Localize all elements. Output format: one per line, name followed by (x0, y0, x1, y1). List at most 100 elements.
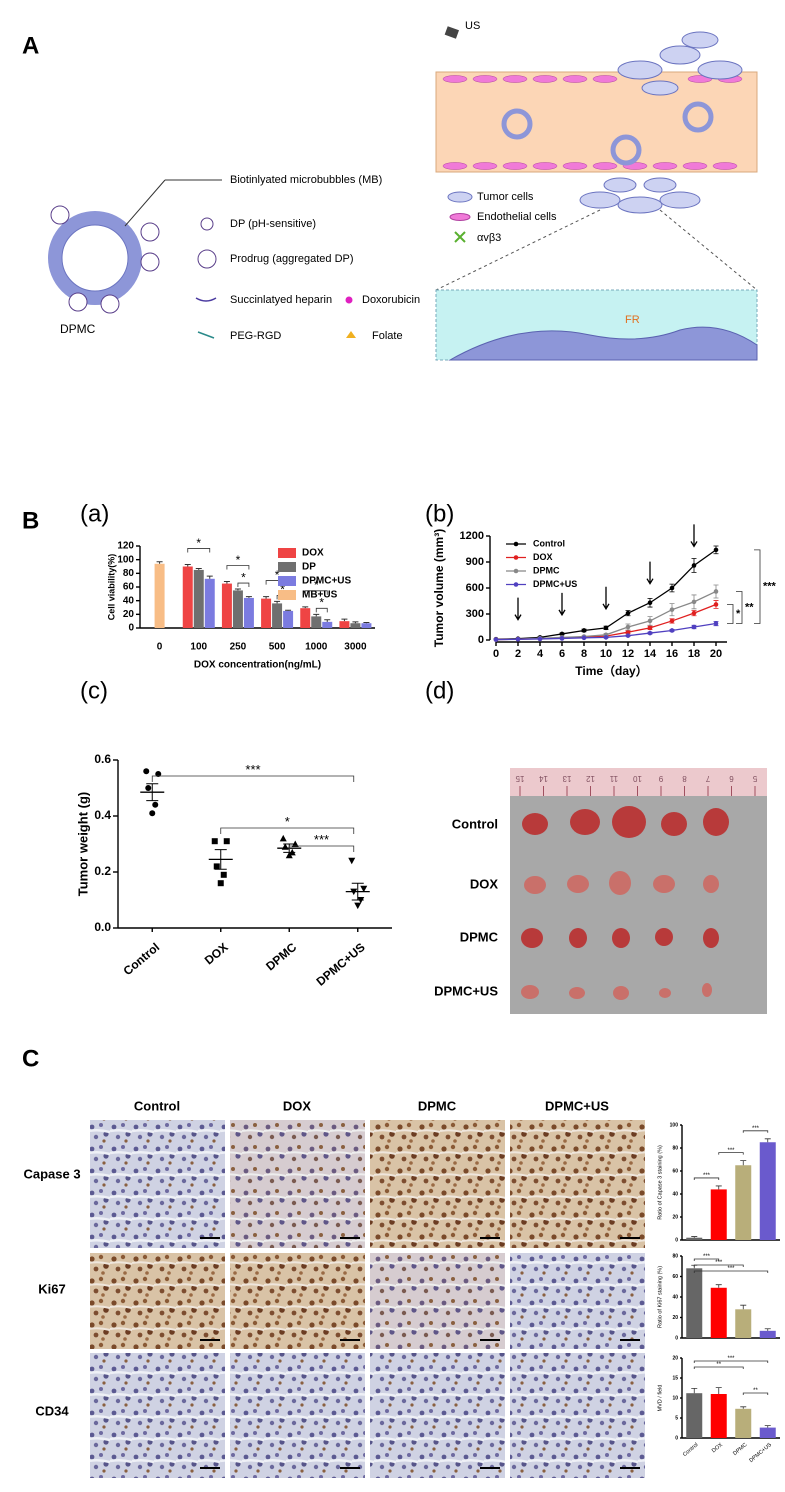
ruler-label: 8 (682, 774, 687, 783)
tissue-image (370, 1353, 505, 1478)
x-tick-label: DPMC (263, 940, 299, 974)
y-tick-label: 15 (672, 1375, 678, 1381)
diagram-label: Doxorubicin (362, 294, 420, 306)
point (560, 636, 565, 641)
error-bar (157, 562, 163, 564)
y-tick-label: 0 (675, 1237, 678, 1243)
error-bar (716, 1388, 722, 1394)
x-tick-label: 20 (710, 648, 722, 660)
error-bar (740, 1305, 746, 1309)
point (670, 586, 675, 591)
point (221, 872, 227, 878)
diagram-label: Folate (372, 330, 403, 342)
x-tick-label: 0 (493, 648, 499, 660)
error-bar (235, 589, 241, 590)
diagram-label: Succinlatyed heparin (230, 294, 332, 306)
significance-bracket (754, 550, 760, 624)
y-tick-label: 1200 (460, 530, 484, 542)
point (354, 903, 361, 910)
point (692, 563, 697, 568)
bar (283, 611, 293, 628)
x-tick-label: 18 (688, 648, 700, 660)
error-bar (274, 601, 280, 603)
error-bar (207, 576, 213, 579)
error-bar (263, 597, 269, 599)
bar (735, 1165, 751, 1240)
legend-marker (514, 569, 519, 574)
x-tick-label: 4 (537, 648, 544, 660)
x-tick-label: 1000 (305, 642, 328, 653)
legend-label: DOX (302, 548, 324, 559)
significance-label: ** (753, 1388, 758, 1394)
point (582, 628, 587, 633)
photo-row-label: DPMC (460, 929, 499, 944)
error-bar (691, 1388, 697, 1393)
point (214, 863, 220, 869)
dosing-arrow (647, 562, 653, 584)
bar (686, 1268, 702, 1338)
y-tick-label: 40 (672, 1294, 678, 1300)
point (212, 838, 218, 844)
bar (311, 616, 321, 628)
bar (233, 590, 243, 628)
error-bar (196, 569, 202, 570)
x-tick-label: 2 (515, 648, 521, 660)
bar (735, 1309, 751, 1338)
x-tick-label: 3000 (344, 642, 367, 653)
point (516, 637, 521, 642)
significance-label: *** (727, 1266, 735, 1272)
y-tick-label: 900 (466, 556, 484, 568)
y-tick-label: 300 (466, 608, 484, 620)
bar (361, 623, 371, 628)
ruler-label: 14 (539, 774, 548, 783)
bar (322, 622, 332, 628)
diagram-label: Prodrug (aggregated DP) (230, 253, 354, 265)
bar (300, 608, 310, 628)
point (626, 633, 631, 638)
x-tick-label: 100 (190, 642, 207, 653)
subpanel-label: (b) (425, 500, 454, 527)
ruler-label: 10 (633, 774, 642, 783)
panel-label: A (22, 32, 39, 59)
ruler-label: 12 (586, 774, 595, 783)
dp-particle (69, 293, 87, 311)
ruler-label: 13 (562, 774, 571, 783)
diagram-label: US (465, 20, 480, 32)
point (218, 880, 224, 886)
legend-marker (514, 555, 519, 560)
point (692, 600, 697, 605)
tissue-image (510, 1120, 645, 1248)
legend-swatch (278, 576, 296, 586)
tissue-image (510, 1353, 645, 1478)
error-bar (765, 1329, 771, 1331)
x-tick-label: 8 (581, 648, 587, 660)
dp-particle (141, 223, 159, 241)
point (348, 858, 355, 865)
y-tick-label: 20 (672, 1355, 678, 1361)
folate-icon (346, 331, 356, 338)
bar (205, 579, 215, 628)
tissue-image (230, 1353, 365, 1478)
histology-column-label: DPMC (418, 1098, 457, 1113)
tissue-image (370, 1120, 505, 1248)
tissue-image (90, 1120, 225, 1248)
legend-label: MB+US (302, 590, 338, 601)
point (692, 625, 697, 630)
legend-label: DPMC+US (302, 576, 352, 587)
significance-label: *** (703, 1254, 711, 1260)
zoom-line (660, 210, 757, 290)
y-tick-label: 80 (672, 1145, 678, 1151)
error-bar (740, 1161, 746, 1166)
bar (272, 603, 282, 628)
error-bar (363, 623, 369, 624)
significance-label: *** (314, 832, 329, 847)
point (670, 628, 675, 633)
significance-label: ** (716, 1362, 721, 1368)
bar (339, 621, 349, 628)
significance-label: *** (715, 1260, 723, 1266)
dosing-arrow (515, 598, 521, 620)
y-tick-label: 100 (117, 554, 134, 565)
ruler-label: 6 (729, 774, 734, 783)
y-tick-label: 10 (672, 1395, 678, 1401)
y-tick-label: 0.6 (94, 752, 111, 766)
